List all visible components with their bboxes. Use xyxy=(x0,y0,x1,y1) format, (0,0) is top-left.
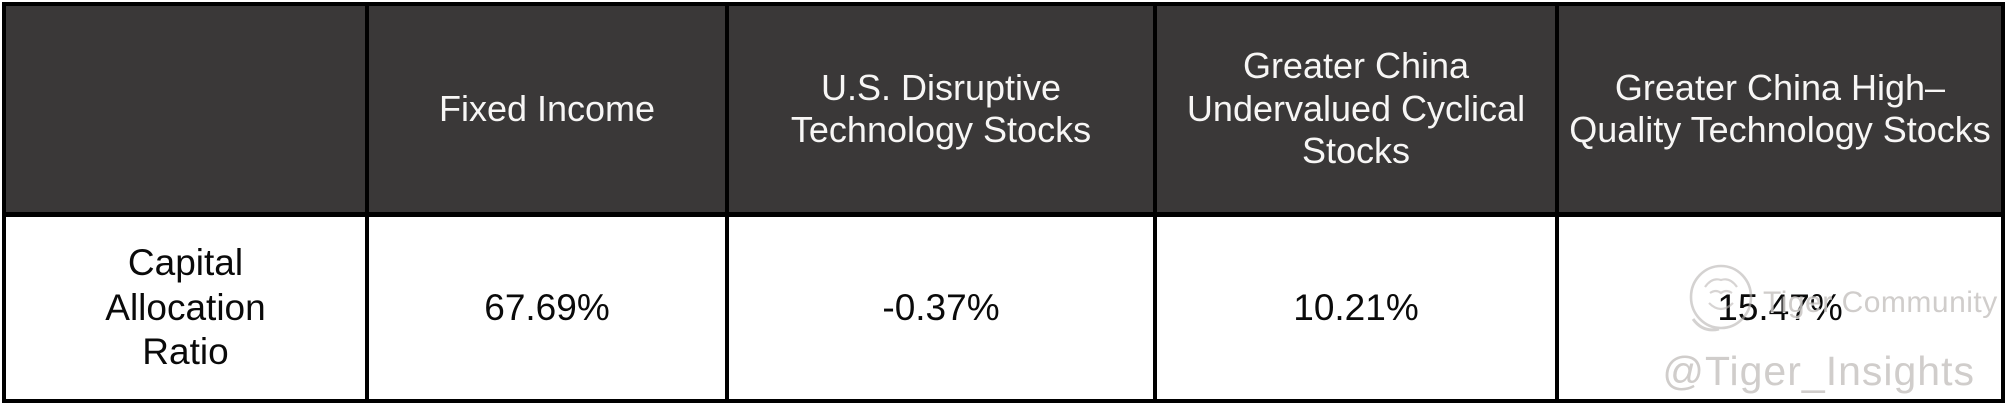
capital-allocation-table: Fixed Income U.S. Disruptive Technology … xyxy=(2,2,2005,403)
header-label: Greater China Undervalued Cyclical Stock… xyxy=(1186,45,1526,172)
value-cell-gc-high-quality-tech: 15.47% Tiger Community @Tiger_Insights xyxy=(1559,217,2001,399)
header-label: Greater China High–Quality Technology St… xyxy=(1569,66,1991,150)
header-cell-us-disruptive-tech: U.S. Disruptive Technology Stocks xyxy=(729,6,1157,212)
row-label-cell: Capital Allocation Ratio xyxy=(6,217,369,399)
header-label: Fixed Income xyxy=(438,87,656,129)
ratio-value: -0.37% xyxy=(882,286,1000,328)
header-cell-corner xyxy=(6,6,369,212)
header-label: U.S. Disruptive Technology Stocks xyxy=(790,66,1092,150)
header-cell-gc-high-quality-tech: Greater China High–Quality Technology St… xyxy=(1559,6,2001,212)
watermark-handle: @Tiger_Insights xyxy=(1662,348,1975,394)
value-cell-gc-undervalued-cyclical: 10.21% xyxy=(1157,217,1559,399)
value-cell-fixed-income: 67.69% xyxy=(369,217,729,399)
header-cell-fixed-income: Fixed Income xyxy=(369,6,729,212)
table-data-row: Capital Allocation Ratio 67.69% -0.37% 1… xyxy=(6,217,2001,399)
ratio-value: 15.47% xyxy=(1717,286,1843,328)
table-header-row: Fixed Income U.S. Disruptive Technology … xyxy=(6,6,2001,217)
ratio-value: 67.69% xyxy=(484,286,610,328)
row-label: Capital Allocation Ratio xyxy=(105,242,266,373)
ratio-value: 10.21% xyxy=(1293,286,1419,328)
header-cell-gc-undervalued-cyclical: Greater China Undervalued Cyclical Stock… xyxy=(1157,6,1559,212)
value-cell-us-disruptive-tech: -0.37% xyxy=(729,217,1157,399)
